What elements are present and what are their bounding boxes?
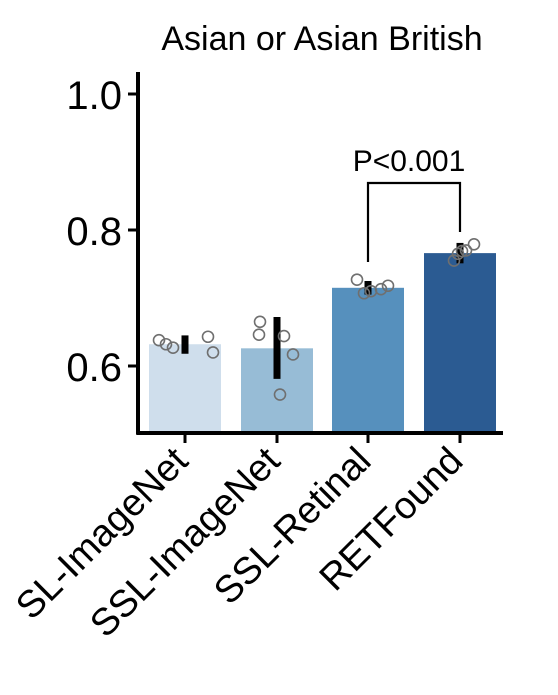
data-point-retfound — [467, 237, 481, 251]
data-point-ssl-imagenet — [253, 315, 267, 329]
data-point-ssl-retinal — [357, 286, 371, 300]
data-point-ssl-imagenet — [286, 348, 300, 361]
data-point-ssl-retinal — [350, 273, 364, 286]
data-point-sl-imagenet — [159, 337, 173, 351]
bar-sl-imagenet — [149, 344, 221, 433]
y-tick-label: 1.0 — [66, 74, 122, 118]
data-point-sl-imagenet — [152, 333, 166, 347]
bar-retfound — [424, 253, 496, 433]
data-point-ssl-retinal — [381, 279, 395, 293]
significance-label: P<0.001 — [353, 145, 466, 178]
y-tick-label: 0.6 — [66, 346, 122, 390]
data-point-sl-imagenet — [206, 346, 220, 359]
data-point-ssl-imagenet — [273, 388, 287, 401]
bar-ssl-retinal — [332, 287, 404, 433]
data-point-sl-imagenet — [166, 341, 180, 354]
data-point-ssl-imagenet — [252, 328, 266, 342]
data-point-retfound — [459, 244, 473, 257]
chart-title: Asian or Asian British — [161, 20, 482, 58]
data-point-ssl-imagenet — [277, 329, 291, 343]
data-point-retfound — [447, 254, 461, 267]
data-point-ssl-retinal — [374, 282, 388, 296]
significance-bracket — [366, 181, 462, 262]
data-point-sl-imagenet — [201, 330, 215, 344]
y-tick-label: 0.8 — [66, 210, 122, 254]
